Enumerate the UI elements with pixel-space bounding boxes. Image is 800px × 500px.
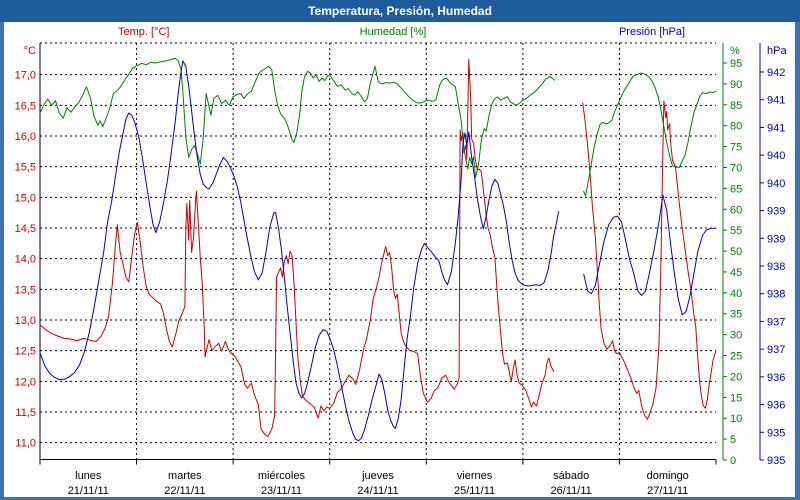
pressure-tick-label: 936 [767, 400, 785, 412]
day-name-label: lunes [75, 470, 102, 482]
pressure-tick-label: 935 [767, 427, 785, 439]
humidity-tick-label: 45 [730, 267, 742, 279]
temperature-line [582, 100, 717, 420]
temp-tick-label: 11,0 [15, 438, 36, 450]
pressure-axis-unit: hPa [767, 45, 787, 57]
humidity-tick-label: 90 [730, 79, 742, 91]
day-date-label: 22/11/11 [164, 485, 205, 497]
humidity-line-group [39, 57, 717, 197]
temp-axis-unit: °C [24, 45, 36, 57]
pressure-line [583, 194, 717, 316]
day-date-label: 25/11/11 [454, 485, 495, 497]
humidity-tick-label: 20 [730, 371, 742, 383]
pressure-tick-label: 940 [767, 178, 785, 190]
humidity-tick-label: 10 [730, 413, 742, 425]
humidity-tick-label: 60 [730, 204, 742, 216]
humidity-tick-label: 25 [730, 351, 742, 363]
pressure-tick-label: 936 [767, 372, 785, 384]
pressure-tick-label: 941 [767, 95, 785, 107]
humidity-tick-label: 40 [730, 288, 742, 300]
humidity-axis [722, 43, 727, 461]
temp-tick-label: 16,5 [15, 100, 36, 112]
window-border-left [0, 22, 4, 500]
day-name-label: miércoles [258, 470, 306, 482]
day-date-label: 26/11/11 [551, 485, 592, 497]
pressure-tick-label: 938 [767, 289, 785, 301]
humidity-tick-label: 0 [730, 455, 736, 467]
humidity-axis-unit: % [730, 45, 740, 57]
humidity-tick-label: 95 [730, 58, 742, 70]
temp-tick-label: 14,0 [15, 254, 36, 266]
humidity-tick-label: 75 [730, 142, 742, 154]
humidity-line [39, 57, 556, 178]
temp-tick-label: 13,0 [15, 315, 36, 327]
window-border-bottom [0, 497, 800, 500]
day-date-label: 27/11/11 [647, 485, 688, 497]
pressure-tick-label: 940 [767, 150, 785, 162]
pressure-line-group [39, 60, 717, 442]
day-date-label: 23/11/11 [261, 485, 302, 497]
legend-temperature: Temp. [°C] [118, 26, 170, 38]
pressure-tick-label: 938 [767, 261, 785, 273]
temp-tick-label: 12,0 [15, 376, 36, 388]
humidity-tick-label: 70 [730, 162, 742, 174]
day-date-label: 21/11/11 [68, 485, 109, 497]
pressure-tick-label: 937 [767, 344, 785, 356]
temp-tick-label: 17,0 [15, 70, 36, 82]
humidity-tick-label: 5 [730, 434, 736, 446]
day-date-label: 24/11/11 [357, 485, 398, 497]
day-name-label: jueves [361, 470, 394, 482]
temp-tick-label: 16,0 [15, 131, 36, 143]
temp-tick-label: 14,5 [15, 223, 36, 235]
humidity-tick-label: 30 [730, 330, 742, 342]
pressure-tick-label: 935 [767, 455, 785, 467]
day-name-label: martes [168, 470, 202, 482]
day-name-label: domingo [647, 470, 689, 482]
window-border-right [795, 22, 800, 500]
day-name-label: viernes [457, 470, 493, 482]
day-name-label: sábado [553, 470, 589, 482]
pressure-axis [759, 43, 764, 461]
pressure-tick-label: 941 [767, 122, 785, 134]
humidity-tick-label: 65 [730, 183, 742, 195]
pressure-tick-label: 939 [767, 206, 785, 218]
humidity-line [583, 72, 717, 197]
humidity-tick-label: 15 [730, 392, 742, 404]
window-titlebar: Temperatura, Presión, Humedad [0, 0, 800, 22]
temp-tick-label: 15,5 [15, 162, 36, 174]
pressure-tick-label: 942 [767, 67, 785, 79]
temp-tick-label: 11,5 [15, 407, 36, 419]
humidity-tick-label: 55 [730, 225, 742, 237]
temp-tick-label: 12,5 [15, 346, 36, 358]
humidity-tick-label: 50 [730, 246, 742, 258]
legend-humidity: Humedad [%] [359, 26, 427, 38]
temperature-line [39, 58, 555, 437]
window-title: Temperatura, Presión, Humedad [308, 4, 492, 18]
legend-pressure: Presión [hPa] [618, 26, 686, 38]
temp-tick-label: 15,0 [15, 192, 36, 204]
humidity-tick-label: 85 [730, 100, 742, 112]
pressure-tick-label: 937 [767, 316, 785, 328]
temperature-line-group [39, 58, 717, 437]
temp-tick-label: 13,5 [15, 284, 36, 296]
humidity-tick-label: 35 [730, 309, 742, 321]
pressure-tick-label: 939 [767, 233, 785, 245]
humidity-tick-label: 80 [730, 121, 742, 133]
pressure-line [39, 60, 560, 442]
